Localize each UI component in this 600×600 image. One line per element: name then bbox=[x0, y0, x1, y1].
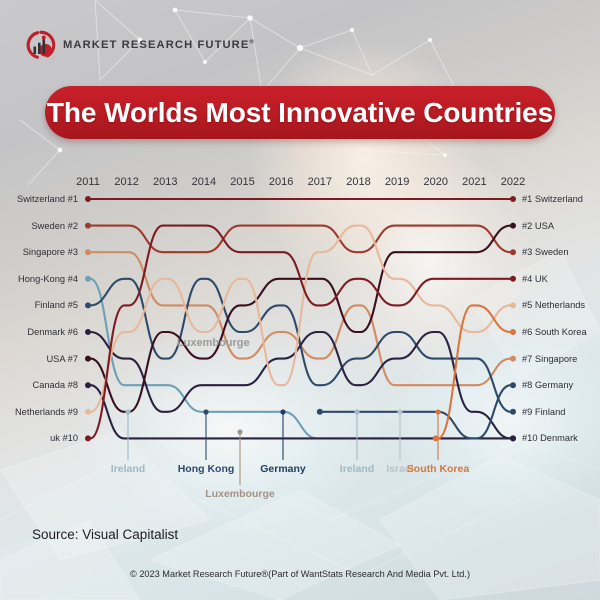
brand-logo: MARKET RESEARCH FUTURE® bbox=[26, 30, 255, 60]
year-label-2012: 2012 bbox=[114, 176, 139, 188]
annotation-label-ireland: Ireland bbox=[110, 463, 146, 475]
rank-lines-svg bbox=[85, 196, 516, 442]
right-rank-labels: #1 Switzerland #2 USA #3 Sweden #4 UK #5 Net… bbox=[522, 160, 600, 500]
endpoint-dot-sweden-end bbox=[510, 249, 516, 256]
left-rank-labels: Switzerland #1 Sweden #2 Singapore #3 Hong-… bbox=[0, 160, 78, 500]
endpoint-dot-switzerland-start bbox=[85, 196, 91, 202]
inchart-note-luxembourge: Luxembourge bbox=[176, 336, 250, 349]
right-label-8: #8 Germany bbox=[522, 380, 574, 391]
left-label-8: Canada #8 bbox=[32, 380, 79, 391]
endpoint-dot-netherlands-end bbox=[510, 302, 516, 309]
endpoint-dot-hong-kong-start bbox=[85, 275, 91, 282]
brand-registered-mark: ® bbox=[249, 39, 255, 46]
year-label-2013: 2013 bbox=[153, 176, 178, 188]
rank-line-denmark bbox=[86, 330, 515, 440]
right-label-1: #1 Switzerland bbox=[522, 194, 583, 204]
year-label-2020: 2020 bbox=[423, 176, 448, 188]
left-label-3: Singapore #3 bbox=[22, 247, 78, 258]
annotation-label-israel: Israel bbox=[386, 463, 414, 475]
brand-logo-text: MARKET RESEARCH FUTURE® bbox=[63, 39, 255, 51]
year-label-2015: 2015 bbox=[230, 176, 255, 188]
annotation-label-south-korea: South Korea bbox=[406, 463, 470, 475]
rank-line-south-korea bbox=[434, 304, 515, 440]
rank-line-singapore bbox=[86, 251, 515, 387]
endpoint-dot-usa-end bbox=[510, 222, 516, 229]
year-label-2022: 2022 bbox=[500, 176, 526, 188]
right-label-6: #6 South Korea bbox=[522, 327, 587, 337]
brand-logo-name: MARKET RESEARCH FUTURE bbox=[63, 39, 250, 51]
year-label-2016: 2016 bbox=[268, 176, 294, 188]
endpoint-dot-canada-start bbox=[85, 382, 91, 389]
endpoint-dot-south-korea-end bbox=[510, 329, 516, 335]
annotation-label-luxembourge: Luxembourge bbox=[205, 488, 275, 500]
page-title: The Worlds Most Innovative Countries bbox=[46, 96, 554, 128]
endpoint-dot-singapore-start bbox=[85, 249, 91, 256]
right-label-2: #2 USA bbox=[522, 220, 555, 231]
right-label-9: #9 Finland bbox=[522, 406, 566, 417]
copyright-notice: © 2023 Market Research Future®(Part of W… bbox=[129, 569, 471, 579]
left-label-6: Denmark #6 bbox=[27, 327, 78, 337]
endpoint-dot-germany-end bbox=[510, 382, 516, 389]
rank-line-usa bbox=[86, 224, 515, 413]
right-label-7: #7 Singapore bbox=[522, 353, 578, 364]
year-label-2014: 2014 bbox=[191, 176, 217, 188]
title-banner: The Worlds Most Innovative Countries bbox=[45, 86, 555, 139]
endpoint-dot-south-korea-start bbox=[432, 435, 439, 442]
bump-chart: Switzerland #1 Sweden #2 Singapore #3 Hong-… bbox=[0, 160, 600, 500]
right-label-10: #10 Denmark bbox=[522, 433, 578, 444]
endpoint-dot-switzerland-end bbox=[510, 196, 516, 202]
left-label-7: USA #7 bbox=[46, 353, 78, 364]
left-label-10: uk #10 bbox=[50, 433, 78, 444]
endpoint-dot-denmark-start bbox=[85, 329, 91, 335]
endpoint-dot-germany-start bbox=[316, 408, 323, 415]
right-label-5: #5 Netherlands bbox=[522, 300, 586, 311]
left-label-2: Sweden #2 bbox=[31, 220, 78, 231]
endpoint-dot-usa-start bbox=[85, 355, 91, 362]
year-label-2011: 2011 bbox=[76, 176, 100, 188]
rank-line-hong-kong bbox=[86, 277, 515, 440]
rank-line-canada bbox=[86, 384, 515, 440]
left-label-4: Hong-Kong #4 bbox=[18, 273, 78, 284]
annotation-label-germany: Germany bbox=[260, 463, 306, 475]
year-label-2021: 2021 bbox=[462, 176, 487, 188]
rank-line-sweden bbox=[86, 224, 515, 254]
endpoint-dot-netherlands-start bbox=[85, 408, 91, 415]
left-label-5: Finland #5 bbox=[34, 300, 78, 311]
endpoint-dot-canada-end bbox=[510, 435, 516, 442]
rank-line-germany bbox=[318, 384, 515, 440]
endpoint-dot-uk-start bbox=[85, 435, 91, 442]
right-label-4: #4 UK bbox=[522, 273, 548, 284]
rank-line-netherlands bbox=[86, 224, 515, 413]
rank-line-uk bbox=[86, 224, 515, 440]
left-label-9: Netherlands #9 bbox=[14, 406, 78, 417]
endpoint-dot-uk-end bbox=[510, 275, 516, 282]
endpoint-dot-finland-end bbox=[510, 408, 516, 415]
endpoint-dot-finland-start bbox=[85, 302, 91, 309]
year-label-2017: 2017 bbox=[307, 176, 333, 188]
endpoint-dot-singapore-end bbox=[510, 355, 516, 362]
year-label-2019: 2019 bbox=[384, 176, 410, 188]
endpoint-dot-sweden-start bbox=[85, 222, 91, 229]
source-credit: Source: Visual Capitalist bbox=[32, 527, 179, 542]
year-label-2018: 2018 bbox=[346, 176, 371, 188]
annotation-label-hong-kong: Hong Kong bbox=[177, 463, 235, 475]
market-research-future-logo-icon bbox=[26, 30, 56, 60]
annotation-label-ireland: Ireland bbox=[339, 463, 375, 475]
right-label-3: #3 Sweden bbox=[522, 247, 569, 258]
left-label-1: Switzerland #1 bbox=[17, 194, 78, 204]
